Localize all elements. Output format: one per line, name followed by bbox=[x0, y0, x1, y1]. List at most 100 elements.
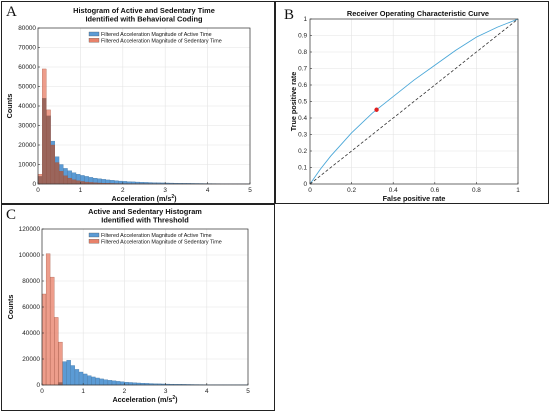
histogram-behavioral-coding-chart: A Histogram of Active and Sedentary TimeI… bbox=[5, 4, 252, 203]
y-tick-label: 0.7 bbox=[298, 66, 307, 73]
y-tick-label: 40000 bbox=[18, 103, 36, 110]
x-axis-label-superscript: 2 bbox=[171, 194, 174, 200]
y-axis-label: Counts bbox=[5, 94, 14, 119]
bar-sedentary bbox=[58, 341, 63, 386]
y-tick-label: 60000 bbox=[18, 64, 36, 71]
x-tick-label: 4 bbox=[206, 187, 210, 194]
bar-active bbox=[70, 365, 75, 386]
bar-active bbox=[62, 361, 67, 386]
legend-entry: Filtered Acceleration Magnitude of Seden… bbox=[101, 239, 222, 245]
y-tick-label: 80000 bbox=[22, 278, 40, 285]
x-tick-label: 3 bbox=[164, 388, 168, 395]
bar-active bbox=[83, 373, 88, 386]
bar-sedentary bbox=[45, 253, 51, 386]
bar-active bbox=[95, 377, 100, 386]
bar-overlap bbox=[67, 178, 72, 184]
panel-a-histogram: A Histogram of Active and Sedentary Time I… bbox=[1, 1, 275, 204]
x-tick-label: 1 bbox=[81, 388, 85, 395]
y-axis-label: Counts bbox=[6, 295, 15, 320]
x-tick-label: 3 bbox=[163, 187, 167, 194]
y-tick-label: 30000 bbox=[18, 123, 36, 130]
y-tick-label: 20000 bbox=[18, 142, 36, 149]
y-tick-label: 0.6 bbox=[298, 82, 307, 89]
roc-curve-chart: B Receiver Operating Characteristic Curve… bbox=[284, 7, 520, 203]
bar-overlap bbox=[59, 171, 64, 184]
x-axis-label-main: Acceleration (m/s bbox=[111, 194, 171, 203]
y-tick-label: 0 bbox=[303, 181, 307, 188]
x-tick-label: 0 bbox=[36, 187, 40, 194]
x-tick-label: 0.4 bbox=[389, 187, 398, 194]
bar-overlap bbox=[38, 176, 43, 184]
y-tick-label: 70000 bbox=[18, 45, 36, 52]
y-tick-label: 50000 bbox=[18, 84, 36, 91]
x-axis-label: Acceleration (m/s2) bbox=[111, 194, 177, 203]
x-tick-label: 1 bbox=[79, 187, 83, 194]
bar-overlap bbox=[101, 183, 106, 184]
legend-entry: Filtered Acceleration Magnitude of Activ… bbox=[101, 32, 212, 38]
histogram-threshold-chart: C Active and Sedentary HistogramIdentifie… bbox=[6, 207, 250, 404]
y-tick-label: 80000 bbox=[18, 25, 36, 32]
bar-overlap bbox=[42, 98, 47, 184]
legend-entry: Filtered Acceleration Magnitude of Seden… bbox=[101, 38, 222, 44]
bar-overlap bbox=[88, 182, 93, 184]
chart-title-line: Identified with Behavioral Coding bbox=[85, 15, 203, 24]
chart-title-line: Histogram of Active and Sedentary Time bbox=[73, 6, 215, 15]
y-tick-label: 40000 bbox=[22, 330, 40, 337]
bar-active bbox=[91, 376, 96, 386]
y-tick-label: 60000 bbox=[22, 304, 40, 311]
chance-diagonal-line bbox=[309, 18, 519, 185]
bar-active bbox=[128, 382, 133, 386]
y-tick-label: 0.2 bbox=[298, 148, 307, 155]
x-tick-label: 5 bbox=[248, 187, 252, 194]
y-tick-label: 0.1 bbox=[298, 165, 307, 172]
legend-swatch bbox=[88, 232, 100, 238]
x-tick-label: 1 bbox=[516, 187, 520, 194]
bar-sedentary bbox=[54, 317, 59, 386]
bar-active bbox=[78, 371, 84, 386]
x-tick-label: 0.2 bbox=[347, 187, 356, 194]
legend-swatch bbox=[88, 38, 100, 43]
chart-title-line: Identified with Threshold bbox=[101, 216, 189, 225]
bar-sedentary bbox=[41, 293, 47, 386]
x-tick-label: 0.6 bbox=[430, 187, 439, 194]
bar-overlap bbox=[80, 181, 85, 184]
x-tick-label: 0.8 bbox=[472, 187, 481, 194]
panel-label: C bbox=[6, 207, 16, 223]
bar-overlap bbox=[63, 175, 68, 184]
bar-active bbox=[116, 381, 121, 386]
x-tick-label: 2 bbox=[121, 187, 125, 194]
bar-active bbox=[87, 375, 92, 386]
bar-active bbox=[66, 360, 71, 386]
bar-overlap bbox=[97, 182, 102, 184]
y-tick-label: 10000 bbox=[18, 162, 36, 169]
bar-active bbox=[99, 378, 104, 386]
bar-active bbox=[103, 379, 108, 386]
bar-overlap bbox=[93, 182, 98, 184]
panel-b-roc: B Receiver Operating Characteristic Curve… bbox=[275, 1, 549, 204]
bar-overlap bbox=[58, 382, 63, 385]
operating-point-marker bbox=[374, 107, 379, 112]
legend-entry: Filtered Acceleration Magnitude of Activ… bbox=[101, 233, 212, 239]
chart-title: Receiver Operating Characteristic Curve bbox=[347, 9, 489, 18]
chart-title-line: Active and Sedentary Histogram bbox=[88, 207, 202, 216]
bar-overlap bbox=[46, 115, 51, 184]
bar-active bbox=[74, 369, 80, 386]
x-tick-label: 0 bbox=[40, 388, 44, 395]
y-tick-label: 0 bbox=[36, 382, 40, 389]
x-axis-label-main: Acceleration (m/s bbox=[112, 395, 172, 404]
bar-active bbox=[124, 381, 129, 386]
bar-active bbox=[111, 380, 117, 386]
y-tick-label: 0.3 bbox=[298, 132, 307, 139]
x-tick-label: 0 bbox=[308, 187, 312, 194]
y-tick-label: 0 bbox=[32, 181, 36, 188]
bar-overlap bbox=[50, 145, 55, 184]
x-tick-label: 4 bbox=[205, 388, 209, 395]
y-tick-label: 0.9 bbox=[298, 33, 307, 40]
x-axis-label-end: ) bbox=[175, 395, 178, 404]
x-axis-label: False positive rate bbox=[383, 194, 446, 203]
bar-active bbox=[107, 380, 113, 386]
x-axis-label: Acceleration (m/s2) bbox=[112, 395, 178, 404]
bar-overlap bbox=[71, 179, 77, 184]
x-tick-label: 5 bbox=[246, 388, 250, 395]
bar-overlap bbox=[76, 180, 81, 184]
